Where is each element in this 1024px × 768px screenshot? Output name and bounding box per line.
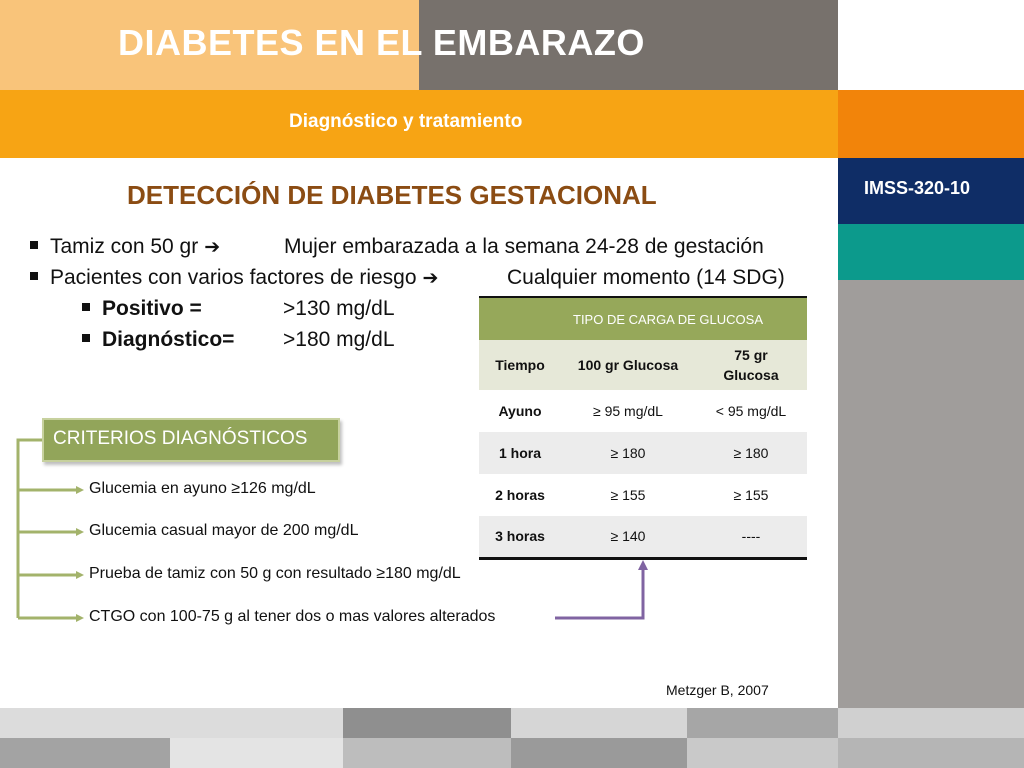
table-cell: < 95 mg/dL [695, 390, 807, 432]
table-header-empty [479, 298, 561, 340]
footer-strip [170, 738, 343, 768]
table-group-header: TIPO DE CARGA DE GLUCOSA [561, 298, 807, 340]
sub-bullet-item: Diagnóstico= [82, 328, 234, 352]
table-column-header: 75 gr Glucosa [695, 340, 807, 390]
footer-strip [687, 708, 838, 738]
footer-strip [838, 738, 1024, 768]
bullet-right-text: Cualquier momento (14 SDG) [507, 266, 785, 289]
footer-strip [343, 708, 511, 738]
footer-strip [0, 708, 343, 738]
side-code-panel [838, 158, 1024, 224]
sub-bullet-label: Positivo = [102, 297, 202, 320]
bullet-item: Pacientes con varios factores de riesgo ➔ [30, 266, 438, 290]
footer-strip [687, 738, 838, 768]
table-cell: Ayuno [479, 390, 561, 432]
green-arrowhead-icon [76, 486, 84, 494]
slide-subtitle: Diagnóstico y tratamiento [289, 111, 523, 132]
footer-strip [343, 738, 511, 768]
table-cell: 3 horas [479, 516, 561, 560]
side-teal-panel [838, 224, 1024, 280]
criteria-label: CRITERIOS DIAGNÓSTICOS [53, 428, 308, 449]
table-cell: ≥ 155 [561, 474, 695, 516]
table-cell: 1 hora [479, 432, 561, 474]
table-cell: ≥ 180 [695, 432, 807, 474]
square-bullet-icon [82, 334, 90, 343]
bullet-item: Tamiz con 50 gr ➔ [30, 235, 220, 259]
header-band-gray [419, 0, 838, 90]
square-bullet-icon [30, 241, 38, 250]
table-column-header-row: Tiempo 100 gr Glucosa 75 gr Glucosa [479, 340, 807, 390]
table-column-header: 100 gr Glucosa [561, 340, 695, 390]
bullet-left-text: Pacientes con varios factores de riesgo [50, 266, 417, 289]
footer-strip [838, 708, 1024, 738]
table-row: 3 horas ≥ 140 ---- [479, 516, 807, 560]
right-arrow-icon: ➔ [422, 268, 439, 289]
sub-bullet-label: Diagnóstico= [102, 328, 235, 351]
sub-bullet-value: >130 mg/dL [283, 297, 395, 320]
table-cell: ≥ 180 [561, 432, 695, 474]
green-arrowhead-icon [76, 614, 84, 622]
table-top-rule [479, 296, 807, 298]
subtitle-band-accent [838, 90, 1024, 158]
right-arrow-icon: ➔ [204, 237, 221, 258]
footer-strip [511, 708, 687, 738]
table-column-header: Tiempo [479, 340, 561, 390]
subtitle-band [0, 90, 838, 158]
header-band-light [0, 0, 419, 90]
table-cell: ≥ 140 [561, 516, 695, 560]
green-arrowhead-icon [76, 571, 84, 579]
bullet-right-text: Mujer embarazada a la semana 24-28 de ge… [284, 235, 764, 258]
table-cell: 2 horas [479, 474, 561, 516]
slide-title: DIABETES EN EL EMBARAZO [118, 22, 645, 63]
table-link-line [555, 568, 645, 620]
table-row: 2 horas ≥ 155 ≥ 155 [479, 474, 807, 516]
bullet-left-text: Tamiz con 50 gr [50, 235, 199, 258]
table-row: 1 hora ≥ 180 ≥ 180 [479, 432, 807, 474]
sub-bullet-item: Positivo = [82, 297, 202, 321]
glucose-load-table: TIPO DE CARGA DE GLUCOSA Tiempo 100 gr G… [479, 298, 807, 560]
table-cell: ---- [695, 516, 807, 560]
footer-strip [0, 738, 170, 768]
side-gray-panel [838, 280, 1024, 708]
criteria-item: Glucemia en ayuno ≥126 mg/dL [89, 480, 316, 497]
criteria-label-box [42, 418, 340, 462]
criteria-item: Glucemia casual mayor de 200 mg/dL [89, 522, 359, 539]
table-group-header-row: TIPO DE CARGA DE GLUCOSA [479, 298, 807, 340]
criteria-item: CTGO con 100-75 g al tener dos o mas val… [89, 608, 496, 625]
criteria-bracket-line [16, 438, 42, 618]
table-row: Ayuno ≥ 95 mg/dL < 95 mg/dL [479, 390, 807, 432]
citation: Metzger B, 2007 [666, 682, 769, 698]
footer-strip [511, 738, 687, 768]
purple-arrowhead-icon [638, 560, 648, 570]
sub-bullet-value: >180 mg/dL [283, 328, 395, 351]
section-title: DETECCIÓN DE DIABETES GESTACIONAL [127, 180, 657, 210]
square-bullet-icon [82, 303, 90, 312]
green-arrowhead-icon [76, 528, 84, 536]
square-bullet-icon [30, 272, 38, 281]
table-cell: ≥ 95 mg/dL [561, 390, 695, 432]
table-cell: ≥ 155 [695, 474, 807, 516]
guideline-code: IMSS-320-10 [864, 178, 971, 198]
criteria-item: Prueba de tamiz con 50 g con resultado ≥… [89, 565, 461, 582]
